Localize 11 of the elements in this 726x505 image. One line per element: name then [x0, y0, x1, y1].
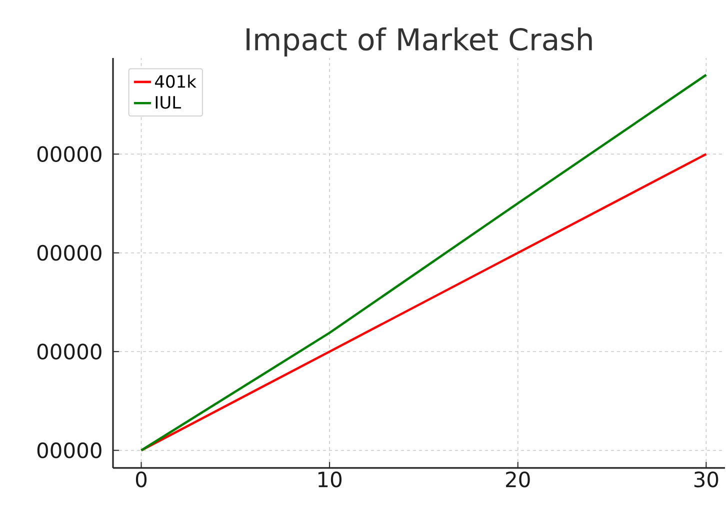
legend-label: IUL — [156, 96, 182, 109]
x-tick-label: 0 — [136, 472, 147, 488]
text: 00000 — [37, 244, 102, 261]
x-tick-label: 10 — [318, 472, 342, 488]
chart-title: Impact of Market Crash — [246, 27, 592, 56]
text: 00000 — [37, 146, 102, 162]
legend-label: 401k — [155, 74, 196, 88]
text: 00000 — [37, 442, 102, 458]
x-tick-label: 20 — [506, 472, 530, 488]
x-tick-label: 30 — [694, 472, 718, 488]
text: 00000 — [37, 344, 102, 360]
